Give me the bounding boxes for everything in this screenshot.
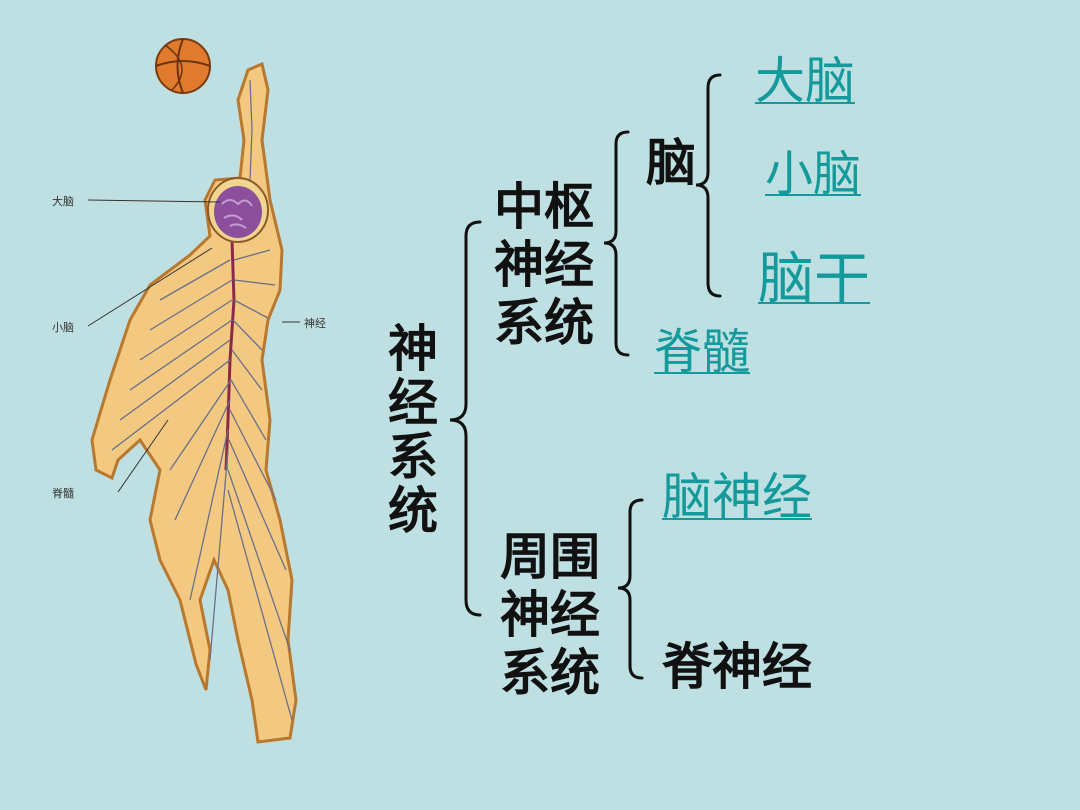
central-label-line-1: 中枢 [494, 178, 594, 236]
basketball-icon [155, 38, 211, 94]
brain-icon [207, 177, 269, 243]
figure-label-spinal-cord: 脊髓 [52, 487, 74, 500]
link-cranial-nerves[interactable]: 脑神经 [662, 468, 812, 526]
nervous-system-figure [87, 38, 300, 744]
link-cerebrum[interactable]: 大脑 [755, 52, 855, 110]
figure-label-nerve: 神经 [304, 317, 326, 330]
link-spinal-cord[interactable]: 脊髓 [654, 324, 751, 380]
figure-label-brain: 大脑 [52, 195, 74, 208]
central-label-line-2: 神经 [494, 236, 594, 294]
central-label-line-3: 系统 [494, 294, 594, 352]
root-label: 神经系统 [388, 320, 438, 540]
peripheral-brace [617, 498, 644, 680]
leader-lines [87, 199, 300, 493]
spinal-nerves-label: 脊神经 [662, 638, 812, 696]
peripheral-label-line-2: 神经 [500, 586, 600, 644]
figure-label-cerebellum: 小脑 [52, 321, 74, 334]
peripheral-label-line-3: 系统 [500, 644, 600, 702]
root-brace [449, 220, 482, 617]
brain-brace [695, 73, 722, 298]
central-brace [603, 130, 630, 357]
link-cerebellum[interactable]: 小脑 [765, 146, 862, 202]
link-brainstem[interactable]: 脑干 [758, 247, 870, 312]
peripheral-label-line-1: 周围 [500, 528, 600, 586]
brain-label: 脑 [646, 134, 696, 192]
